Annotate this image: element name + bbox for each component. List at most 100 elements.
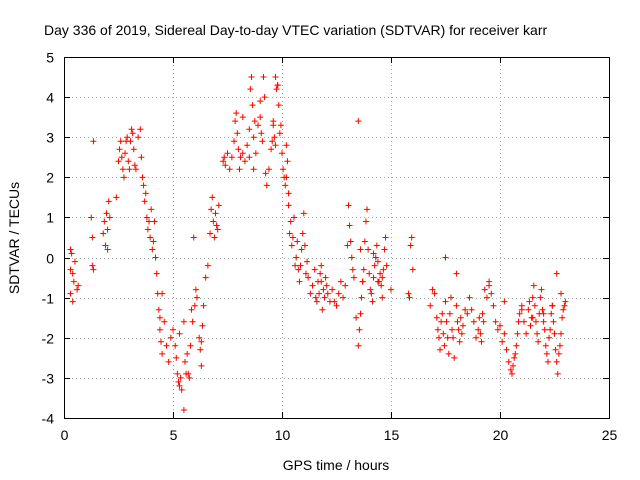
data-point: [364, 206, 371, 213]
data-point: [340, 294, 347, 301]
data-point: [526, 298, 533, 305]
data-point: [272, 74, 279, 81]
data-point: [542, 342, 549, 349]
data-point: [554, 370, 561, 377]
data-point: [434, 326, 441, 333]
data-point: [297, 262, 304, 269]
data-point: [209, 194, 216, 201]
data-point: [454, 318, 461, 325]
data-point: [543, 350, 550, 357]
data-point: [476, 314, 483, 321]
data-point: [231, 138, 238, 145]
data-point: [287, 218, 294, 225]
data-point: [173, 354, 180, 361]
data-point: [333, 302, 340, 309]
data-point: [516, 310, 523, 317]
data-point: [101, 218, 108, 225]
data-point: [305, 274, 312, 281]
data-point: [323, 282, 330, 289]
data-point: [239, 150, 246, 157]
data-point: [301, 242, 308, 249]
data-point: [74, 286, 81, 293]
data-point: [69, 298, 76, 305]
x-tick-label: 25: [602, 427, 618, 443]
data-point: [279, 150, 285, 157]
data-point: [104, 246, 111, 253]
x-axis-label: GPS time / hours: [283, 457, 390, 473]
data-point: [331, 298, 338, 305]
data-point: [174, 370, 181, 377]
data-point: [480, 318, 487, 325]
data-point: [213, 222, 220, 229]
data-point: [510, 362, 517, 369]
data-point: [441, 342, 448, 349]
data-point: [539, 306, 546, 313]
data-point: [344, 242, 351, 249]
data-point: [115, 158, 122, 165]
data-point: [478, 338, 485, 345]
data-point: [202, 274, 209, 281]
data-point: [372, 254, 379, 261]
data-point: [204, 262, 211, 269]
data-point: [88, 214, 95, 221]
data-point: [234, 130, 241, 137]
data-point: [70, 278, 77, 285]
data-point: [475, 326, 482, 333]
data-point: [337, 278, 344, 285]
data-point: [228, 154, 235, 161]
data-point: [181, 358, 188, 365]
data-point: [222, 162, 229, 169]
data-point: [311, 266, 318, 273]
data-point: [548, 310, 555, 317]
data-point: [143, 214, 150, 221]
data-point: [295, 266, 302, 273]
data-point: [236, 166, 243, 173]
grid: [64, 57, 609, 418]
data-point: [523, 330, 530, 337]
data-point: [241, 158, 248, 165]
data-point: [246, 154, 253, 161]
data-point: [406, 294, 413, 301]
data-point: [507, 366, 514, 373]
data-point: [176, 330, 183, 337]
data-point: [298, 246, 305, 253]
data-point: [288, 242, 295, 249]
data-point: [439, 310, 446, 317]
data-point: [357, 246, 364, 253]
data-point: [67, 290, 74, 297]
data-point: [407, 242, 414, 249]
data-point: [155, 306, 162, 313]
data-point: [129, 130, 136, 137]
data-point: [150, 238, 157, 245]
data-point: [307, 290, 314, 297]
data-point: [276, 130, 283, 137]
data-point: [552, 346, 559, 353]
data-point: [170, 326, 176, 333]
data-point: [89, 234, 96, 241]
data-point: [268, 146, 275, 153]
data-point: [126, 166, 133, 173]
data-points: [67, 74, 569, 413]
data-point: [250, 166, 257, 173]
data-point: [269, 138, 276, 145]
data-point: [450, 334, 457, 341]
data-point: [90, 266, 97, 273]
data-point: [429, 286, 436, 293]
data-point: [409, 266, 416, 273]
data-point: [132, 166, 139, 173]
data-point: [282, 182, 289, 189]
data-point: [513, 342, 520, 349]
data-point: [512, 350, 519, 357]
data-point: [380, 266, 387, 273]
data-point: [453, 270, 460, 277]
data-point: [122, 150, 129, 157]
y-tick-label: 0: [46, 251, 54, 267]
data-point: [265, 166, 272, 173]
data-point: [561, 302, 568, 309]
y-axis-label: SDTVAR / TECUs: [6, 182, 22, 294]
data-point: [286, 230, 293, 237]
data-point: [270, 122, 277, 129]
data-point: [299, 230, 306, 237]
data-point: [464, 310, 471, 317]
data-point: [501, 330, 508, 337]
